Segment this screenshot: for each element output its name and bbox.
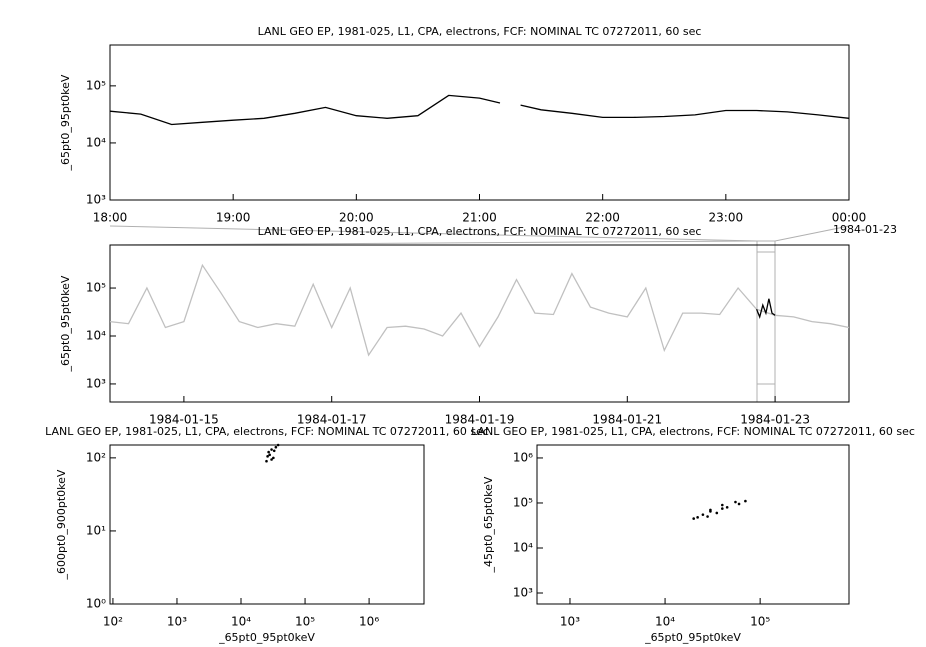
x-axis-label: _65pt0_95pt0keV — [218, 631, 315, 644]
chart-title: LANL GEO EP, 1981-025, L1, CPA, electron… — [258, 25, 702, 38]
data-line — [109, 263, 850, 357]
y-tick-label: 10⁴ — [513, 540, 533, 554]
x-axis-label: _65pt0_95pt0keV — [644, 631, 741, 644]
zoom-indicator — [109, 225, 850, 403]
chart-title: LANL GEO EP, 1981-025, L1, CPA, electron… — [471, 425, 915, 438]
x-tick-label: 21:00 — [462, 211, 497, 225]
y-axis-label: _600pt0_900pt0keV — [55, 469, 68, 580]
data-point — [709, 510, 712, 513]
x-tick-label: 10⁴ — [231, 615, 251, 629]
x-tick-label: 18:00 — [93, 211, 128, 225]
x-tick-label: 10⁴ — [655, 615, 675, 629]
x-tick-label: 10⁵ — [750, 615, 770, 629]
x-tick-label: 00:00 — [832, 211, 867, 225]
data-point — [692, 517, 695, 520]
x-tick-label: 23:00 — [709, 211, 744, 225]
y-tick-label: 10² — [86, 450, 106, 464]
data-point — [734, 500, 737, 504]
data-line — [109, 94, 850, 126]
data-point — [701, 513, 705, 516]
zoom-line — [774, 225, 850, 242]
annotation: 1984-01-23 — [833, 223, 897, 236]
y-axis-label: _45pt0_65pt0keV — [482, 476, 495, 573]
x-tick-label: 10⁵ — [295, 615, 315, 629]
x-tick-label: 1984-01-17 — [297, 413, 367, 427]
x-tick-label: 1984-01-19 — [445, 413, 515, 427]
data-point — [721, 503, 724, 507]
y-tick-label: 10⁴ — [86, 135, 106, 149]
data-point — [266, 455, 269, 458]
y-tick-label: 10⁵ — [86, 78, 106, 92]
x-tick-label: 19:00 — [216, 211, 251, 225]
y-axis-label: _65pt0_95pt0keV — [59, 74, 72, 171]
data-point — [737, 502, 741, 506]
data-point — [744, 499, 747, 503]
y-tick-label: 10¹ — [86, 523, 106, 537]
x-tick-label: 10³ — [167, 615, 187, 629]
y-tick-label: 10⁶ — [513, 450, 533, 464]
data-point — [276, 443, 280, 447]
y-tick-label: 10³ — [86, 376, 106, 390]
y-tick-label: 10³ — [513, 586, 533, 600]
plot-frame — [109, 444, 425, 605]
x-tick-label: 1984-01-23 — [740, 413, 810, 427]
chart-title: LANL GEO EP, 1981-025, L1, CPA, electron… — [45, 425, 489, 438]
data-point — [696, 516, 699, 519]
x-tick-label: 1984-01-21 — [592, 413, 662, 427]
chart-title: LANL GEO EP, 1981-025, L1, CPA, electron… — [258, 225, 702, 238]
data-point — [270, 458, 273, 461]
x-tick-label: 20:00 — [339, 211, 374, 225]
data-point — [270, 448, 273, 451]
plot-frame — [536, 444, 850, 605]
y-tick-label: 10³ — [86, 193, 106, 207]
data-point — [272, 449, 276, 453]
x-tick-label: 10² — [103, 615, 123, 629]
y-axis-label: _65pt0_95pt0keV — [59, 275, 72, 372]
y-tick-label: 10⁵ — [513, 495, 533, 509]
data-point — [715, 511, 719, 515]
data-point — [265, 459, 268, 463]
data-point — [725, 506, 729, 509]
data-point — [721, 507, 724, 510]
x-tick-label: 10⁶ — [359, 615, 379, 629]
data-line — [755, 298, 776, 319]
data-point — [706, 515, 709, 518]
zoom-line — [109, 240, 758, 246]
zoom-line — [109, 225, 758, 242]
y-tick-label: 10⁴ — [86, 328, 106, 342]
data-point — [272, 456, 275, 460]
x-tick-label: 10³ — [560, 615, 580, 629]
y-tick-label: 10⁰ — [86, 597, 106, 611]
data-point — [268, 453, 271, 457]
x-tick-label: 1984-01-15 — [149, 413, 219, 427]
data-point — [267, 450, 270, 454]
data-point — [274, 445, 278, 449]
x-tick-label: 22:00 — [585, 211, 620, 225]
y-tick-label: 10⁵ — [86, 281, 106, 295]
